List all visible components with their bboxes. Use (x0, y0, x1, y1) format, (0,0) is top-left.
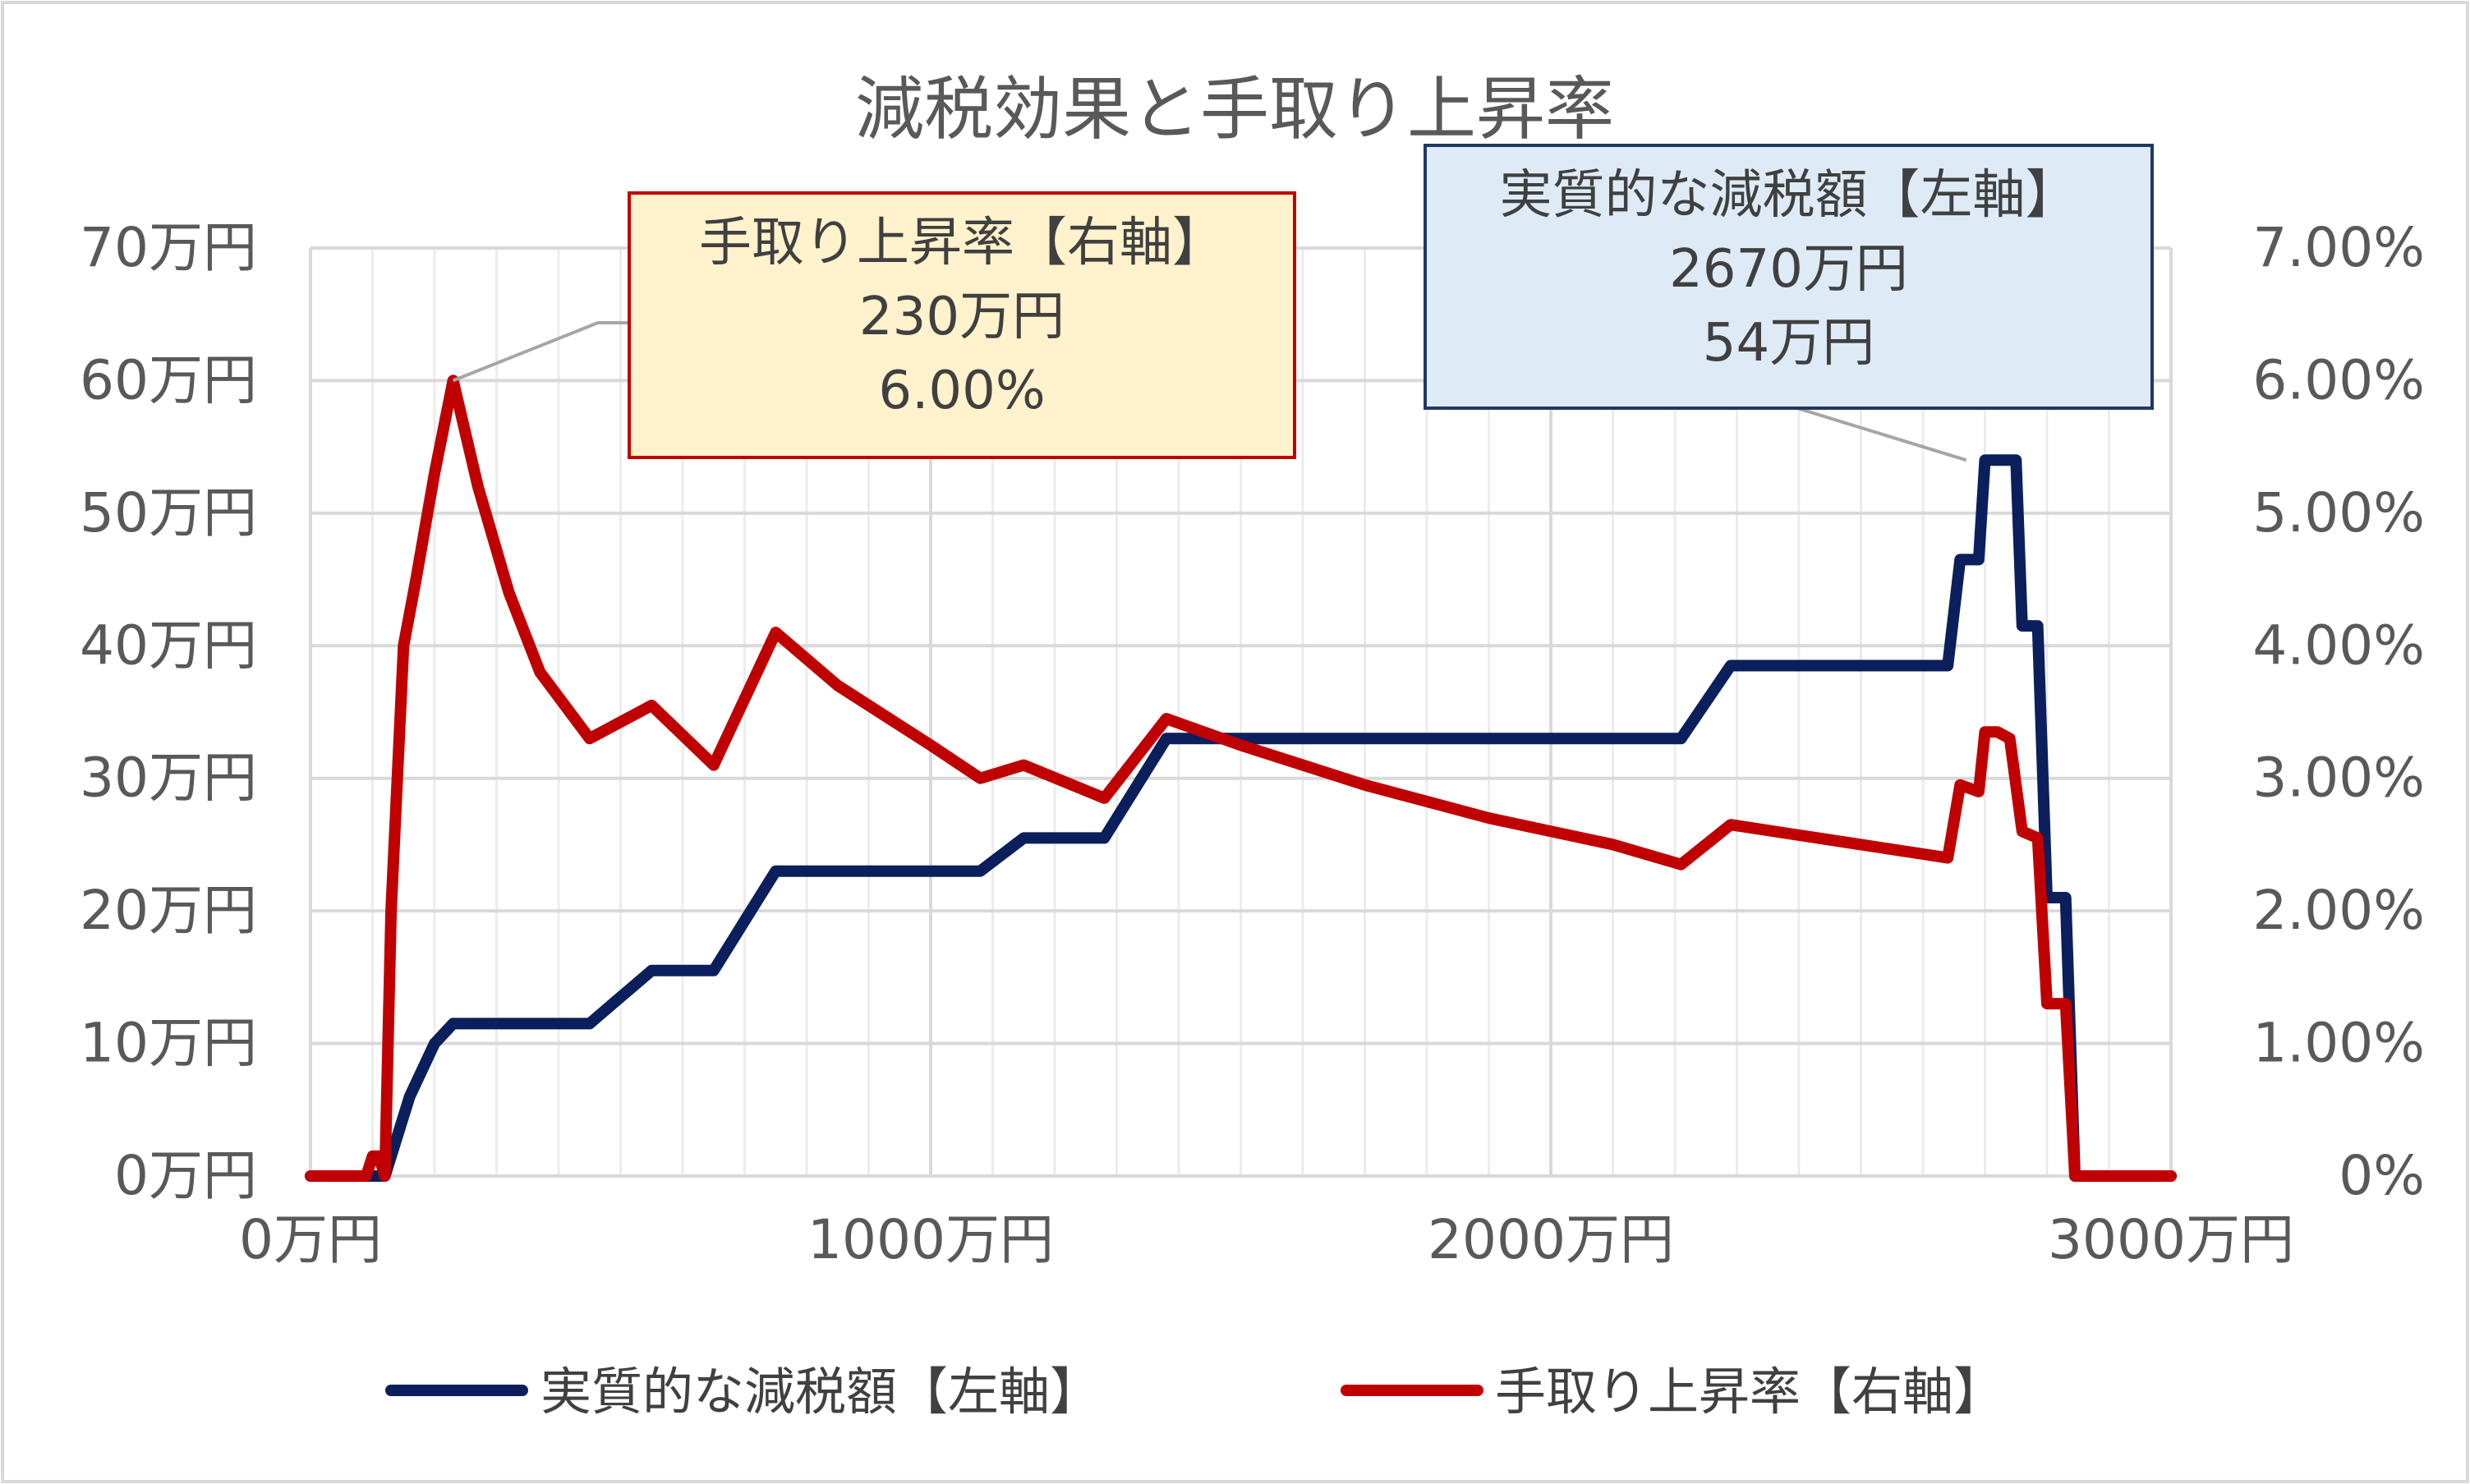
data-callouts: 手取り上昇率【右軸】 230万円 6.00% 実質的な減税額【左軸】 2670万円 54万… (452, 144, 2154, 462)
y-left-tick-label: 50万円 (80, 481, 257, 544)
callout-box (1424, 144, 2154, 410)
y-right-tick-label: 1.00% (2252, 1012, 2425, 1075)
y-left-tick-label: 40万円 (80, 613, 257, 677)
series-lines (305, 374, 2177, 1182)
callout-label: 6.00% (878, 361, 1045, 421)
x-tick-label: 3000万円 (2048, 1208, 2294, 1271)
y-right-tick-label: 2.00% (2252, 879, 2425, 942)
callout-label: 実質的な減税額【左軸】 (1500, 165, 2078, 226)
y-right-tick-label: 4.00% (2252, 613, 2425, 677)
series-line-0 (305, 454, 2177, 1182)
callout-leader-line (452, 321, 629, 383)
legend-label-0: 実質的な減税額【左軸】 (540, 1362, 1101, 1422)
y-right-axis-ticks: 0% 1.00% 2.00% 3.00% 4.00% 5.00% 6.00% 7.00% (2252, 216, 2425, 1207)
series-line-1 (305, 374, 2177, 1182)
chart-title: 減税効果と手取り上昇率 (855, 69, 1614, 149)
y-right-tick-label: 7.00% (2252, 216, 2425, 279)
y-left-tick-label: 20万円 (80, 879, 257, 942)
legend-label-1: 手取り上昇率【右軸】 (1495, 1362, 2004, 1422)
callout-box (628, 191, 1296, 459)
y-left-tick-label: 70万円 (80, 216, 257, 279)
y-right-tick-label: 3.00% (2252, 747, 2425, 810)
y-right-tick-label: 5.00% (2252, 481, 2425, 544)
callout-label: 54万円 (1703, 313, 1874, 374)
y-right-tick-label: 6.00% (2252, 348, 2425, 411)
x-axis-ticks: 0万円 1000万円 2000万円 3000万円 (239, 1208, 2294, 1271)
y-right-tick-label: 0% (2339, 1144, 2425, 1207)
x-tick-label: 0万円 (239, 1208, 382, 1271)
y-left-tick-label: 60万円 (80, 348, 257, 411)
x-tick-label: 2000万円 (1428, 1208, 1674, 1271)
callout-label: 230万円 (859, 287, 1065, 347)
y-left-tick-label: 10万円 (80, 1012, 257, 1075)
callout-leader-line (1796, 407, 1967, 462)
legend: 実質的な減税額【左軸】 手取り上昇率【右軸】 (385, 1362, 2004, 1422)
callout-label: 2670万円 (1669, 239, 1908, 300)
y-left-axis-ticks: 0万円 10万円 20万円 30万円 40万円 50万円 60万円 70万円 (80, 216, 257, 1207)
x-tick-label: 1000万円 (807, 1208, 1054, 1271)
callout-label: 手取り上昇率【右軸】 (699, 213, 1225, 273)
y-left-tick-label: 30万円 (80, 747, 257, 810)
y-left-tick-label: 0万円 (114, 1144, 257, 1207)
